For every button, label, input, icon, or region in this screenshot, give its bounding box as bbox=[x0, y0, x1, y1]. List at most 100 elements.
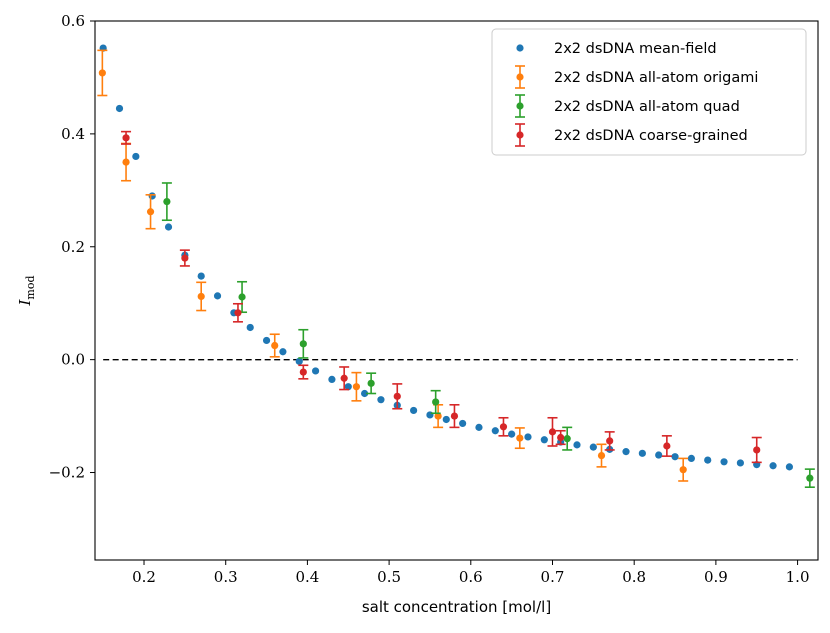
legend-label: 2x2 dsDNA coarse-grained bbox=[554, 128, 748, 144]
legend: 2x2 dsDNA mean-field 2x2 dsDNA all-atom o… bbox=[491, 28, 807, 156]
data-point bbox=[122, 134, 130, 142]
x-tick-label: 0.2 bbox=[132, 568, 156, 586]
data-point bbox=[671, 453, 679, 461]
data-point bbox=[557, 433, 565, 442]
series-2 bbox=[97, 49, 689, 482]
data-point bbox=[491, 427, 499, 435]
data-point bbox=[164, 223, 173, 231]
data-point bbox=[499, 423, 508, 431]
x-tick-label: 0.4 bbox=[295, 568, 319, 586]
x-tick-label: 0.5 bbox=[377, 568, 401, 586]
data-point bbox=[377, 396, 385, 404]
data-point bbox=[367, 379, 375, 387]
axis-ticks: 0.2 0.3 0.4 0.5 0.6 0.7 0.8 0.9 1.0 −0.2 0.0 0.2 0.4… bbox=[49, 12, 810, 586]
legend-label: 2x2 dsDNA all-atom quad bbox=[554, 99, 740, 115]
legend-label: 2x2 dsDNA mean-field bbox=[554, 41, 717, 57]
x-tick-label: 0.9 bbox=[704, 568, 728, 586]
data-point bbox=[638, 449, 646, 457]
plot-frame bbox=[94, 20, 819, 561]
data-point bbox=[450, 412, 459, 420]
data-point bbox=[410, 406, 418, 415]
data-point bbox=[720, 458, 728, 466]
data-point bbox=[246, 323, 254, 332]
data-point bbox=[563, 435, 571, 443]
data-point bbox=[432, 398, 440, 406]
data-point bbox=[146, 208, 155, 216]
legend-label: 2x2 dsDNA all-atom origami bbox=[554, 70, 758, 86]
y-axis-label: Imod bbox=[16, 275, 37, 306]
data-point bbox=[548, 428, 557, 436]
series-4 bbox=[121, 130, 762, 464]
data-point bbox=[736, 459, 744, 467]
data-point bbox=[132, 152, 140, 161]
y-tick-label: 0.6 bbox=[61, 12, 85, 30]
data-point bbox=[606, 437, 614, 445]
data-point bbox=[311, 367, 320, 375]
data-point bbox=[393, 392, 401, 400]
data-point bbox=[299, 340, 307, 348]
data-point bbox=[197, 292, 205, 301]
data-point bbox=[508, 430, 516, 438]
data-point bbox=[360, 389, 369, 398]
data-point bbox=[352, 383, 361, 391]
data-point bbox=[459, 419, 467, 428]
data-point bbox=[442, 415, 450, 424]
legend-marker bbox=[516, 73, 524, 81]
data-point bbox=[238, 293, 246, 301]
legend-box bbox=[491, 28, 807, 156]
data-point bbox=[279, 348, 287, 356]
data-point bbox=[426, 411, 434, 419]
legend-marker bbox=[516, 102, 524, 110]
data-point bbox=[295, 357, 303, 365]
legend-marker bbox=[516, 131, 524, 139]
chart-marks bbox=[97, 44, 815, 488]
legend-marker bbox=[516, 44, 524, 52]
data-point bbox=[589, 443, 597, 451]
data-point bbox=[434, 412, 442, 420]
data-point bbox=[573, 441, 581, 449]
data-point bbox=[340, 374, 348, 382]
y-tick-label: 0.4 bbox=[61, 125, 85, 143]
data-point bbox=[163, 198, 171, 206]
data-point bbox=[115, 104, 124, 113]
y-tick-label: −0.2 bbox=[49, 464, 85, 482]
data-point bbox=[122, 158, 130, 166]
data-point bbox=[271, 341, 279, 350]
data-point bbox=[663, 442, 671, 450]
data-point bbox=[98, 69, 106, 77]
data-point bbox=[769, 462, 777, 470]
y-tick-label: 0.0 bbox=[61, 351, 85, 369]
data-point bbox=[785, 463, 794, 471]
data-point bbox=[679, 466, 687, 474]
data-point bbox=[622, 448, 630, 456]
data-point bbox=[753, 446, 761, 454]
data-point bbox=[806, 474, 814, 482]
data-point bbox=[197, 272, 205, 280]
data-point bbox=[540, 436, 548, 444]
x-tick-label: 0.8 bbox=[622, 568, 646, 586]
data-point bbox=[344, 383, 352, 391]
y-tick-label: 0.2 bbox=[61, 238, 85, 256]
x-tick-label: 0.7 bbox=[541, 568, 565, 586]
data-point bbox=[655, 451, 663, 459]
data-point bbox=[475, 423, 483, 431]
series-3 bbox=[161, 182, 815, 488]
data-point bbox=[181, 254, 189, 262]
x-tick-label: 0.3 bbox=[214, 568, 238, 586]
x-tick-label: 0.6 bbox=[459, 568, 483, 586]
data-point bbox=[687, 454, 695, 463]
data-point bbox=[524, 433, 532, 441]
y-axis-label-main: I bbox=[16, 299, 34, 307]
data-point bbox=[213, 292, 222, 300]
series-1 bbox=[99, 44, 794, 471]
data-point bbox=[597, 451, 606, 460]
y-axis-label-sub: mod bbox=[24, 275, 37, 299]
x-axis-label: salt concentration [mol/l] bbox=[362, 598, 551, 616]
data-point bbox=[516, 434, 524, 442]
data-point bbox=[234, 309, 242, 317]
data-point bbox=[148, 192, 156, 200]
data-point bbox=[328, 375, 336, 383]
data-point bbox=[299, 368, 307, 376]
x-tick-label: 1.0 bbox=[786, 568, 810, 586]
